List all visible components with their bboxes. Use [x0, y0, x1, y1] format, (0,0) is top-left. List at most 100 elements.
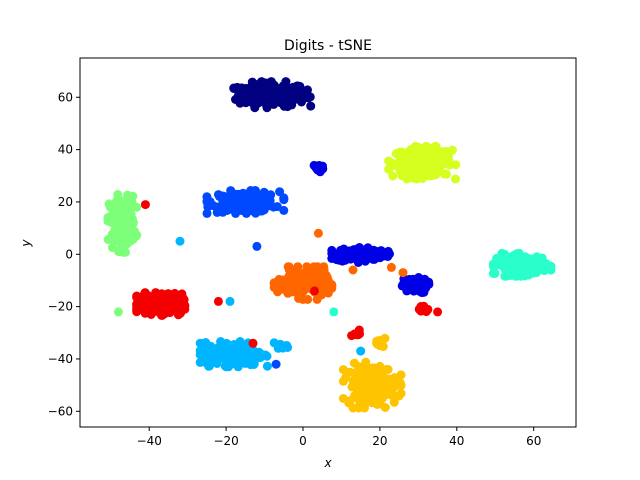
data-point-series-9	[354, 403, 364, 413]
data-point-outlier	[310, 286, 319, 296]
data-point-series-5	[504, 265, 514, 275]
data-point-series-5	[517, 267, 527, 277]
data-point-series-1	[403, 168, 413, 178]
data-point-series-9	[380, 403, 390, 412]
data-point-series-5	[526, 254, 536, 264]
data-point-series-2	[272, 202, 282, 212]
data-point-series-3	[412, 282, 422, 292]
data-point-series-1	[418, 163, 428, 173]
data-point-series-0	[298, 92, 308, 102]
data-point-series-9	[383, 365, 393, 374]
data-point-series-6	[286, 287, 296, 297]
data-points	[103, 77, 556, 413]
data-point-series-1	[412, 174, 421, 184]
plot-frame	[79, 57, 577, 428]
data-point-series-9	[358, 388, 368, 398]
data-point-series-1	[395, 155, 405, 165]
data-point-series-1	[430, 160, 440, 170]
data-point-series-2	[205, 199, 215, 209]
data-point-series-1	[384, 164, 394, 174]
data-point-outlier	[248, 338, 258, 348]
data-point-series-4	[127, 219, 137, 229]
data-point-series-2	[242, 196, 251, 206]
x-tick-label: 0	[299, 434, 307, 448]
data-point-series-6	[303, 294, 313, 304]
data-point-series-9	[376, 382, 386, 392]
data-point-series-0	[247, 77, 257, 87]
data-point-series-3	[419, 285, 429, 295]
data-point-series-6	[302, 262, 312, 272]
data-point-series-4	[103, 213, 113, 223]
data-point-series-1	[451, 174, 460, 184]
data-point-series-4	[119, 221, 129, 231]
data-point-series-1	[436, 155, 446, 165]
data-point-series-2	[224, 203, 234, 213]
data-point-series-3	[327, 245, 337, 255]
data-point-series-8	[206, 341, 216, 351]
data-point-series-4	[105, 202, 115, 212]
data-point-series-6	[306, 272, 316, 282]
data-point-series-9	[372, 399, 382, 409]
chart-title: Digits - tSNE	[284, 38, 372, 54]
data-point-series-9	[396, 381, 406, 390]
data-point-outlier	[329, 307, 339, 317]
data-point-series-2	[279, 205, 289, 215]
data-point-outlier	[113, 307, 123, 317]
data-point-series-9	[394, 391, 404, 401]
data-point-series-5	[538, 261, 547, 271]
data-point-series-2	[217, 191, 227, 201]
data-point-series-6	[309, 262, 319, 272]
y-tick-label: 0	[65, 247, 73, 261]
data-point-series-5	[501, 256, 511, 265]
y-tick-label: −40	[48, 352, 73, 366]
x-axis-ticks: −40 −20 0 20 40 60	[137, 427, 541, 448]
data-point-series-0	[266, 85, 276, 95]
data-point-series-0	[233, 94, 243, 104]
data-point-series-8	[262, 361, 272, 371]
data-point-series-0	[237, 83, 247, 93]
data-point-series-6	[300, 281, 310, 291]
data-point-outlier	[225, 296, 235, 306]
data-point-series-2	[202, 208, 212, 218]
data-point-series-0	[292, 81, 302, 91]
data-point-outlier	[386, 262, 396, 272]
data-point-series-4	[119, 227, 129, 237]
data-point-series-2	[249, 203, 259, 213]
data-point-series-4	[113, 190, 123, 199]
data-point-outlier	[213, 296, 223, 306]
y-tick-label: 20	[58, 195, 73, 209]
data-point-series-7	[161, 305, 171, 315]
data-point-series-5	[490, 268, 500, 278]
data-point-series-0	[305, 92, 315, 102]
data-point-series-9	[349, 358, 359, 368]
data-point-series-4	[118, 198, 128, 208]
data-point-series-0	[286, 86, 295, 96]
data-point-series-3	[397, 281, 407, 291]
data-point-series-9	[351, 368, 361, 377]
data-point-series-0	[281, 77, 291, 87]
data-point-outlier	[313, 228, 323, 238]
data-point-outlier	[175, 236, 185, 246]
data-point-series-8	[239, 352, 249, 362]
data-point-series-5	[531, 263, 541, 273]
data-point-series-8	[255, 353, 265, 363]
data-point-series-1	[438, 147, 448, 157]
data-point-outlier	[271, 359, 281, 369]
y-tick-label: −60	[48, 404, 73, 418]
data-point-series-1	[439, 169, 449, 179]
data-point-series-3	[370, 251, 380, 261]
data-point-series-9	[385, 383, 394, 393]
data-point-series-9	[368, 388, 378, 398]
data-point-series-3	[361, 247, 371, 257]
x-tick-label: −40	[137, 434, 162, 448]
data-point-series-0	[281, 94, 291, 104]
data-point-series-0	[250, 103, 260, 113]
data-point-series-0	[229, 83, 239, 93]
data-point-series-1	[397, 147, 407, 157]
data-point-series-8	[201, 358, 211, 368]
x-tick-label: −20	[213, 434, 238, 448]
data-point-series-7	[153, 294, 163, 304]
data-point-series-1	[406, 153, 415, 163]
data-point-series-1	[431, 170, 441, 180]
